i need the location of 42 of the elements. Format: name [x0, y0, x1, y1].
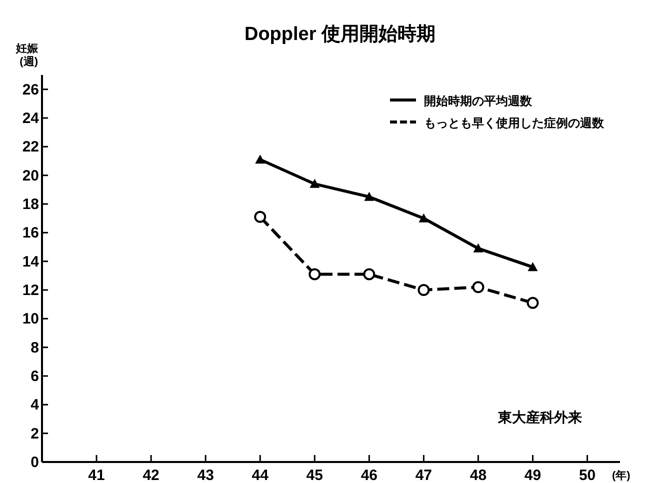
y-tick-label: 6 [30, 368, 39, 385]
legend-label: もっとも早く使用した症例の週数 [424, 116, 605, 130]
point [418, 284, 430, 296]
y-tick-label: 20 [22, 167, 39, 184]
y-tick-label: 2 [30, 425, 39, 442]
point [308, 268, 321, 280]
x-tick-label: 42 [142, 467, 160, 483]
x-tick-label: 47 [415, 467, 432, 483]
y-tick-label: 26 [22, 81, 39, 98]
point [528, 262, 538, 272]
x-tick-label: 46 [360, 467, 378, 483]
y-tick-label: 4 [30, 396, 40, 414]
point [472, 281, 484, 294]
point [364, 192, 374, 201]
y-tick-label: 12 [22, 282, 39, 299]
point [418, 213, 429, 222]
legend-label: 開始時期の平均週数 [424, 94, 533, 108]
y-tick-label: 22 [22, 138, 39, 156]
point [473, 243, 484, 252]
y-tick-label: 0 [30, 454, 39, 471]
chart-title: Doppler 使用開始時期 [244, 23, 436, 45]
y-axis-title: 妊娠 (週) [15, 43, 39, 68]
point [310, 178, 320, 188]
y-tick-label: 24 [22, 110, 40, 127]
x-tick-label: 48 [470, 467, 487, 483]
x-tick-label: 49 [524, 467, 542, 483]
point [526, 296, 539, 309]
y-tick-label: 14 [22, 253, 40, 270]
x-tick-label: 44 [252, 467, 270, 483]
x-tick-label: 45 [306, 467, 323, 483]
x-tick-label: 50 [578, 467, 596, 483]
y-tick-label: 10 [22, 310, 39, 328]
x-tick-label: 41 [88, 467, 105, 483]
x-tick-label: 43 [197, 467, 214, 483]
y-tick-label: 8 [30, 339, 39, 356]
y-tick-label: 16 [22, 224, 39, 242]
point [255, 154, 266, 164]
point [363, 268, 376, 280]
y-tick-label: 18 [22, 196, 39, 213]
x-axis-title: (年) [612, 469, 631, 482]
annotation: 東大産科外来 [497, 409, 582, 425]
point [254, 210, 266, 223]
